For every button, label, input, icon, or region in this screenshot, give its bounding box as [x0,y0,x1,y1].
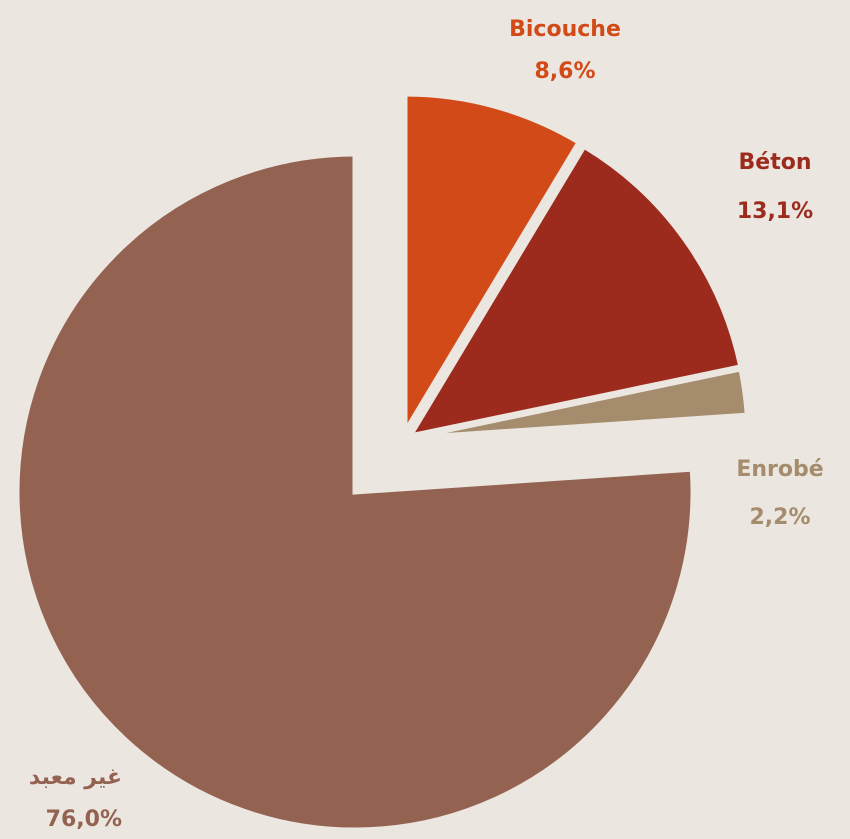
pie-slice [402,91,583,442]
slice-label: غير معبد [29,765,122,790]
slice-label: Enrobé [736,457,823,482]
value-label: 8,6% [534,59,595,84]
pie-slice [14,151,696,833]
pie-slice [404,142,744,440]
value-label: 13,1% [737,199,813,224]
slice-label: Béton [739,150,812,175]
value-label: 76,0% [46,807,122,832]
pie-slice [409,365,750,441]
value-label: 2,2% [749,505,810,530]
slice-label: Bicouche [509,17,621,42]
